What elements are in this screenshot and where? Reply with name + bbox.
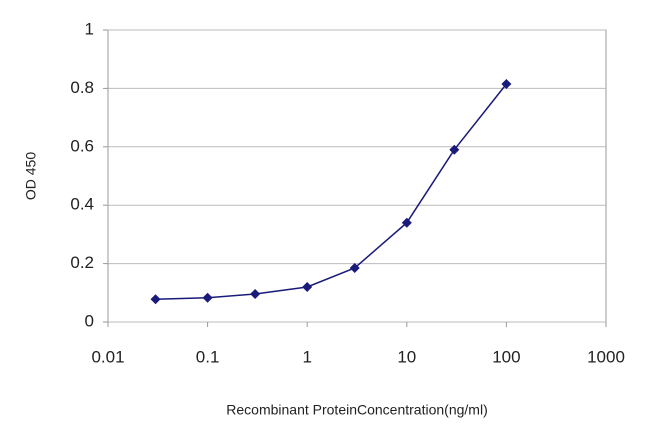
x-tick-label: 0.1 [196, 347, 220, 366]
y-axis-title: OD 450 [23, 152, 39, 200]
data-point [401, 217, 412, 228]
data-point [250, 288, 261, 299]
data-point [150, 294, 161, 305]
y-tick-label: 0 [85, 311, 94, 330]
y-tick-label: 0.8 [70, 78, 94, 97]
data-point [302, 281, 313, 292]
x-tick-label: 1000 [587, 347, 625, 366]
data-line [155, 83, 507, 300]
data-point [501, 79, 512, 90]
x-tick-label: 1 [302, 347, 311, 366]
data-point [349, 262, 360, 273]
data-point [449, 144, 460, 155]
x-tick-label: 0.01 [91, 347, 124, 366]
plot-area [107, 29, 607, 323]
y-tick-label: 1 [85, 19, 94, 38]
data-point [202, 292, 213, 303]
x-axis-title: Recombinant ProteinConcentration(ng/ml) [226, 402, 487, 418]
x-tick-label: 10 [397, 347, 416, 366]
y-tick-label: 0.6 [70, 136, 94, 155]
x-tick-label: 100 [492, 347, 520, 366]
y-tick-label: 0.2 [70, 253, 94, 272]
y-tick-label: 0.4 [70, 195, 94, 214]
